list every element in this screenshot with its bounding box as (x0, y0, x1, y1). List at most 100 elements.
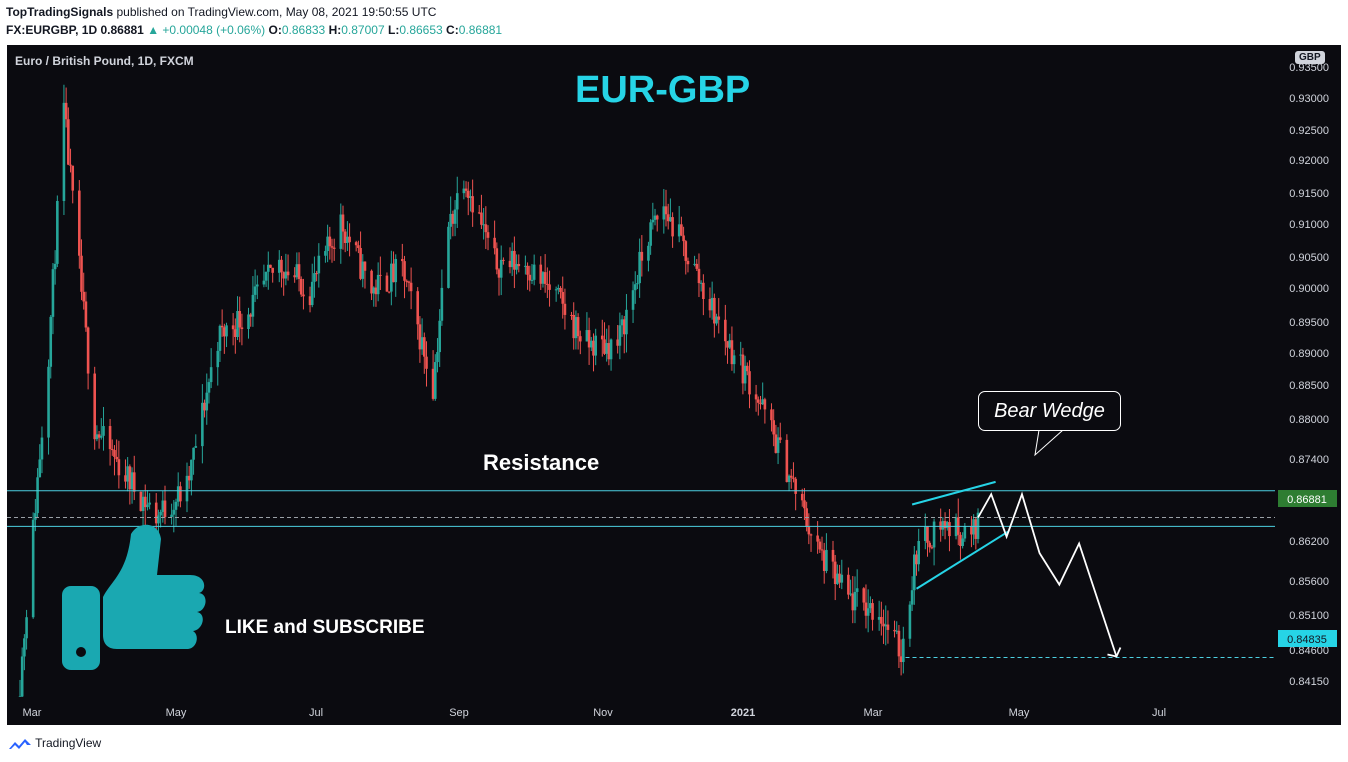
candle-body (677, 224, 681, 237)
time-tick-label: May (1009, 707, 1030, 719)
candle-body (486, 232, 490, 238)
candle-body (117, 459, 121, 476)
low-label: L: (387, 23, 400, 37)
candle-body (240, 327, 244, 330)
candle-body (324, 251, 327, 256)
candle-body (238, 310, 242, 328)
candle-body (800, 493, 804, 501)
candle-body (849, 593, 852, 595)
candle-body (497, 269, 501, 278)
bear-wedge-callout: Bear Wedge (978, 391, 1121, 431)
chart-pane[interactable]: 0.93500 0.93000 0.92500 0.92000 0.91500 0.910… (7, 45, 1341, 725)
candle-body (792, 477, 795, 479)
candle-body (405, 280, 409, 282)
candle-body (636, 283, 639, 285)
candle-body (146, 504, 149, 508)
candle-body (609, 339, 613, 360)
time-tick-label: May (166, 707, 187, 719)
candle-body (330, 246, 334, 248)
candle-body (113, 450, 116, 457)
candle-body (587, 330, 591, 348)
candle-body (754, 394, 758, 400)
candle-body (585, 330, 589, 342)
candle-body (603, 339, 606, 354)
price-tick-label: 0.89500 (1289, 317, 1329, 329)
candle-body (108, 426, 112, 450)
time-tick-label: 2021 (731, 707, 755, 719)
candle-body (82, 291, 86, 302)
candle-body (616, 339, 619, 346)
candle-body (541, 272, 545, 284)
candle-body (785, 439, 789, 482)
candle-body (385, 275, 389, 292)
candle-body (869, 603, 872, 609)
candle-body (190, 459, 193, 481)
candle-body (249, 314, 253, 317)
candle-body (554, 289, 558, 291)
candle-body (838, 573, 841, 583)
candle-body (910, 590, 914, 605)
candle-body (84, 301, 88, 328)
candle-body (963, 526, 967, 539)
candle-body (401, 258, 404, 262)
price-tick-label: 0.84600 (1289, 645, 1329, 657)
candle-body (416, 291, 420, 325)
high-label: H: (328, 23, 342, 37)
currency-badge[interactable]: GBP (1295, 51, 1325, 64)
candle-body (820, 549, 824, 551)
candle-body (128, 466, 132, 490)
candle-body (157, 515, 160, 524)
price-tick-label: 0.90000 (1289, 283, 1329, 295)
ohlc-header: FX:EURGBP, 1D 0.86881 ▲ +0.00048 (+0.06%… (6, 23, 502, 37)
candle-body (893, 629, 896, 632)
candle-body (776, 437, 780, 453)
candle-body (51, 269, 55, 317)
candle-body (669, 217, 672, 222)
candle-body (759, 402, 762, 405)
price-tick-label: 0.90500 (1289, 252, 1329, 264)
candle-body (102, 426, 105, 436)
candle-body (702, 282, 705, 299)
open-label: O: (268, 23, 282, 37)
candle-body (295, 264, 299, 278)
candle-body (449, 213, 452, 227)
candle-body (697, 268, 701, 284)
candle-body (297, 264, 301, 279)
candle-body (847, 574, 850, 595)
candle-body (640, 251, 644, 261)
time-tick-label: Sep (449, 707, 469, 719)
candle-body (159, 511, 162, 516)
candle-body (78, 190, 81, 256)
candle-body (739, 354, 743, 356)
author-name[interactable]: TopTradingSignals (6, 5, 114, 19)
candle-body (130, 472, 134, 490)
candle-body (877, 616, 881, 620)
candle-body (884, 624, 888, 627)
candle-body (451, 213, 455, 224)
candle-body (730, 340, 734, 365)
candle-body (699, 282, 703, 284)
candle-body (871, 603, 874, 620)
candle-body (234, 329, 237, 338)
candle-body (172, 509, 176, 515)
candle-body (787, 475, 791, 482)
candle-body (176, 486, 180, 502)
candle-body (64, 102, 68, 120)
candle-body (370, 270, 373, 294)
candle-body (864, 602, 868, 616)
candle-body (809, 534, 813, 536)
candle-body (559, 287, 562, 292)
candle-body (655, 215, 659, 220)
candle-body (95, 434, 99, 440)
chart-canvas[interactable]: 0.93500 0.93000 0.92500 0.92000 0.91500 0.910… (7, 45, 1341, 725)
candle-body (902, 638, 905, 663)
symbol-description: Euro / British Pound, 1D, FXCM (15, 54, 194, 68)
candle-body (139, 491, 143, 511)
candle-body (680, 224, 683, 236)
candle-body (526, 265, 529, 275)
tradingview-footer[interactable]: TradingView (8, 736, 101, 751)
candle-body (71, 165, 75, 191)
candle-body (862, 588, 866, 603)
candle-body (161, 500, 165, 512)
candle-body (895, 630, 899, 632)
